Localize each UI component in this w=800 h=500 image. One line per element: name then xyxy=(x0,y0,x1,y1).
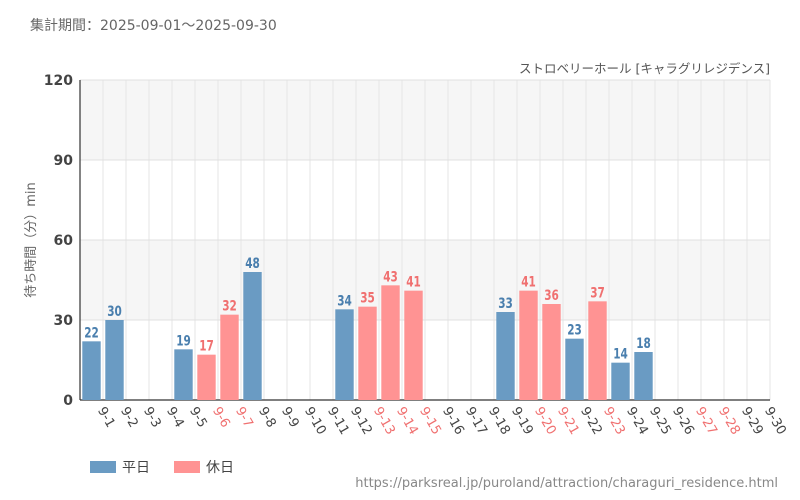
data-label-9-1: 22 xyxy=(84,325,99,341)
x-tick-label-9-28: 9-28 xyxy=(715,405,743,438)
x-tick-label-9-24: 9-24 xyxy=(623,405,651,438)
bar-9-22 xyxy=(565,338,584,400)
x-tick-label-9-8: 9-8 xyxy=(255,405,279,431)
data-label-9-13: 35 xyxy=(360,290,375,306)
y-tick-label: 60 xyxy=(54,233,74,249)
bar-9-21 xyxy=(542,304,561,400)
data-label-9-20: 41 xyxy=(521,274,536,290)
data-label-9-14: 43 xyxy=(383,269,398,285)
x-tick-label-9-14: 9-14 xyxy=(393,405,421,438)
bar-9-19 xyxy=(496,312,515,400)
x-tick-label-9-10: 9-10 xyxy=(301,405,329,438)
bar-9-12 xyxy=(335,309,354,400)
source-url: https://parksreal.jp/puroland/attraction… xyxy=(355,476,778,491)
x-tick-label-9-23: 9-23 xyxy=(600,405,628,438)
x-tick-label-9-11: 9-11 xyxy=(324,405,352,438)
data-label-9-15: 41 xyxy=(406,274,421,290)
bar-9-8 xyxy=(243,272,262,400)
bar-9-5 xyxy=(174,349,193,400)
period-label: 集計期間：2025-09-01～2025-09-30 xyxy=(30,17,277,34)
data-label-9-12: 34 xyxy=(337,293,352,309)
x-tick-label-9-27: 9-27 xyxy=(692,405,720,438)
x-tick-label-9-18: 9-18 xyxy=(485,405,513,438)
bar-9-23 xyxy=(588,301,607,400)
x-tick-label-9-22: 9-22 xyxy=(577,405,605,438)
data-label-9-19: 33 xyxy=(498,296,513,312)
chart-subtitle: ストロベリーホール [キャラグリレジデンス] xyxy=(519,61,770,76)
data-label-9-22: 23 xyxy=(567,322,582,338)
y-axis-label: 待ち時間（分）min xyxy=(24,182,39,298)
x-tick-label-9-1: 9-1 xyxy=(94,405,118,431)
x-tick-label-9-13: 9-13 xyxy=(370,405,398,438)
x-tick-label-9-21: 9-21 xyxy=(554,405,582,438)
x-tick-label-9-26: 9-26 xyxy=(669,405,697,438)
plot-area: 0 30 60 90 120 22 9-1 30 9-2 9-3 9-4 19 9-5 17 9-6 32 9-… xyxy=(44,73,789,438)
y-tick-label: 0 xyxy=(63,393,73,409)
data-label-9-5: 19 xyxy=(176,333,191,349)
x-tick-label-9-4: 9-4 xyxy=(163,405,187,431)
data-label-9-7: 32 xyxy=(222,298,237,314)
x-tick-label-9-19: 9-19 xyxy=(508,405,536,438)
y-tick-label: 120 xyxy=(44,73,73,89)
x-tick-label-9-20: 9-20 xyxy=(531,405,559,438)
y-tick-label: 30 xyxy=(54,313,74,329)
x-tick-label-9-17: 9-17 xyxy=(462,405,490,438)
data-label-9-2: 30 xyxy=(107,304,122,320)
bar-9-2 xyxy=(105,320,124,400)
bar-9-15 xyxy=(404,290,423,400)
x-tick-label-9-15: 9-15 xyxy=(416,405,444,438)
data-label-9-25: 18 xyxy=(636,336,651,352)
bar-9-24 xyxy=(611,362,630,400)
legend: 平日 休日 xyxy=(90,460,234,476)
bar-9-6 xyxy=(197,354,216,400)
x-tick-label-9-5: 9-5 xyxy=(186,405,210,431)
bar-9-1 xyxy=(82,341,101,400)
legend-label-0: 平日 xyxy=(122,460,150,476)
data-label-9-21: 36 xyxy=(544,288,559,304)
data-label-9-8: 48 xyxy=(245,256,260,272)
legend-swatch-0 xyxy=(90,461,116,473)
legend-swatch-1 xyxy=(174,461,200,473)
bar-9-20 xyxy=(519,290,538,400)
x-tick-label-9-12: 9-12 xyxy=(347,405,375,438)
legend-label-1: 休日 xyxy=(206,460,234,476)
data-label-9-24: 14 xyxy=(613,346,628,362)
bar-9-14 xyxy=(381,285,400,400)
bar-9-13 xyxy=(358,306,377,400)
x-tick-label-9-2: 9-2 xyxy=(117,405,141,431)
x-tick-label-9-9: 9-9 xyxy=(278,405,302,431)
data-label-9-23: 37 xyxy=(590,285,605,301)
x-tick-label-9-29: 9-29 xyxy=(738,405,766,438)
x-tick-label-9-6: 9-6 xyxy=(209,405,233,431)
x-tick-label-9-3: 9-3 xyxy=(140,405,164,431)
bar-9-25 xyxy=(634,352,653,400)
x-tick-label-9-7: 9-7 xyxy=(232,405,256,431)
x-tick-label-9-25: 9-25 xyxy=(646,405,674,438)
y-tick-label: 90 xyxy=(54,153,74,169)
x-tick-label-9-16: 9-16 xyxy=(439,405,467,438)
bar-9-7 xyxy=(220,314,239,400)
data-label-9-6: 17 xyxy=(199,338,214,354)
x-tick-label-9-30: 9-30 xyxy=(761,405,789,438)
